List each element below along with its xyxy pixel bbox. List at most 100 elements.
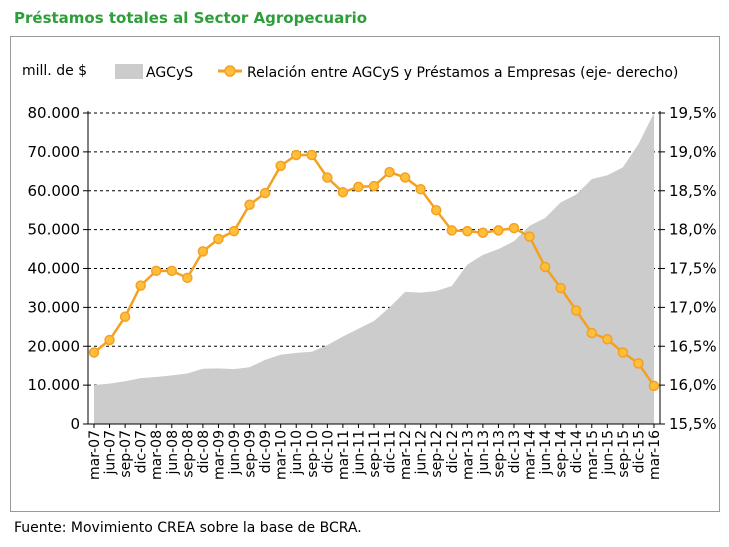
x-tick-label-sep-13: sep-13: [491, 430, 507, 478]
x-tick-label-jun-09: jun-09: [227, 430, 243, 476]
ratio-point-sep-07: [119, 311, 131, 322]
x-tick-label-jun-14: jun-14: [538, 430, 554, 476]
ratio-point-dic-08: [197, 246, 209, 257]
x-tick-label-mar-09: mar-09: [211, 430, 227, 480]
x-tick-label-mar-10: mar-10: [274, 430, 290, 480]
right-tick-label-5: 18,0%: [669, 221, 717, 239]
x-tick-label-dic-09: dic-09: [258, 430, 274, 473]
legend-swatch-agcys: [115, 64, 143, 79]
x-tick-label-dic-13: dic-13: [507, 430, 523, 473]
right-tick-label-3: 17,0%: [669, 298, 717, 316]
ratio-point-jun-10: [290, 149, 302, 161]
x-tick-label-mar-14: mar-14: [523, 430, 539, 480]
ratio-point-sep-11: [368, 180, 380, 192]
x-tick-label-jun-12: jun-12: [414, 430, 430, 476]
left-tick-label-0: 0: [70, 415, 80, 433]
x-tick-label-sep-09: sep-09: [243, 430, 259, 478]
x-tick-label-dic-15: dic-15: [631, 430, 647, 473]
ratio-point-mar-13: [462, 225, 473, 237]
ratio-point-dic-15: [633, 358, 644, 369]
x-axis-ticks: mar-07 jun-07 sep-07 dic-07 mar-08 jun-08 sep-…: [87, 424, 663, 480]
y-axis-label: mill. de $: [22, 63, 87, 79]
ratio-point-dic-12: [446, 225, 458, 236]
ratio-point-jun-07: [104, 334, 115, 346]
x-tick-label-mar-07: mar-07: [87, 430, 103, 480]
chart-frame: [10, 36, 720, 512]
x-tick-label-dic-11: dic-11: [383, 430, 399, 473]
x-tick-label-jun-11: jun-11: [351, 430, 367, 476]
left-axis-ticks: 0 10.000 20.000 30.000 40.000 50.000 60.000 70.…: [28, 104, 88, 433]
source-note: Fuente: Movimiento CREA sobre la base de…: [14, 520, 362, 536]
right-tick-label-7: 19,0%: [669, 143, 717, 161]
legend-label-ratio: Relación entre AGCyS y Préstamos a Empre…: [247, 65, 678, 81]
left-tick-label-8: 80.000: [28, 104, 81, 122]
ratio-point-mar-11: [337, 187, 349, 198]
left-tick-label-2: 20.000: [28, 337, 81, 355]
left-tick-label-4: 40.000: [28, 260, 81, 278]
x-tick-label-dic-14: dic-14: [569, 430, 585, 473]
ratio-point-jun-12: [415, 183, 426, 195]
right-tick-label-4: 17,5%: [669, 260, 717, 278]
ratio-point-dic-13: [508, 222, 520, 234]
x-tick-label-dic-10: dic-10: [320, 430, 336, 473]
x-tick-label-sep-14: sep-14: [554, 430, 570, 478]
ratio-point-sep-12: [430, 204, 442, 216]
x-tick-label-dic-08: dic-08: [196, 430, 212, 473]
ratio-point-dic-11: [384, 166, 395, 178]
x-tick-label-jun-08: jun-08: [165, 430, 181, 476]
ratio-point-sep-13: [493, 225, 504, 236]
left-tick-label-7: 70.000: [28, 143, 81, 161]
ratio-point-sep-08: [182, 272, 193, 284]
ratio-point-mar-10: [275, 160, 286, 172]
ratio-point-jun-13: [477, 227, 489, 238]
x-tick-label-jun-07: jun-07: [103, 430, 119, 476]
ratio-point-mar-16: [648, 380, 660, 392]
ratio-point-sep-10: [306, 149, 318, 161]
agcys-area-layer: [94, 113, 654, 424]
ratio-point-mar-14: [524, 231, 535, 242]
ratio-point-dic-10: [322, 172, 333, 183]
right-tick-label-8: 19,5%: [669, 104, 717, 122]
x-tick-label-mar-08: mar-08: [149, 430, 165, 480]
legend: mill. de $ AGCyS Relación entre AGCyS y …: [22, 63, 678, 81]
x-tick-label-mar-13: mar-13: [460, 430, 476, 480]
right-tick-label-0: 15,5%: [669, 415, 717, 433]
x-tick-label-dic-12: dic-12: [445, 430, 461, 473]
x-tick-label-jun-15: jun-15: [600, 430, 616, 476]
ratio-point-sep-09: [244, 199, 255, 210]
ratio-point-dic-09: [259, 187, 271, 199]
ratio-point-jun-15: [602, 334, 613, 345]
chart-title: Préstamos totales al Sector Agropecuario: [14, 9, 368, 27]
ratio-line-layer: [88, 149, 660, 392]
legend-swatch-ratio-marker: [224, 65, 236, 77]
ratio-point-mar-12: [399, 172, 411, 183]
right-axis-ticks: 15,5% 16,0% 16,5% 17,0% 17,5% 18,0% 18,5% 19,0%…: [660, 104, 717, 433]
x-tick-label-sep-11: sep-11: [367, 430, 383, 478]
ratio-point-mar-08: [150, 265, 162, 277]
x-tick-label-mar-11: mar-11: [336, 430, 352, 480]
ratio-point-mar-15: [586, 327, 598, 339]
ratio-point-jun-14: [539, 261, 551, 273]
x-tick-label-jun-13: jun-13: [476, 430, 492, 476]
x-tick-label-sep-07: sep-07: [118, 430, 134, 478]
ratio-point-sep-15: [617, 347, 629, 358]
ratio-point-jun-08: [166, 265, 178, 277]
legend-label-agcys: AGCyS: [146, 65, 193, 81]
left-tick-label-5: 50.000: [28, 221, 81, 239]
left-tick-label-6: 60.000: [28, 182, 81, 200]
right-tick-label-1: 16,0%: [669, 376, 717, 394]
ratio-point-jun-09: [228, 225, 240, 237]
ratio-point-dic-14: [570, 305, 582, 316]
ratio-point-mar-07: [88, 347, 100, 358]
ratio-point-mar-09: [213, 233, 224, 245]
x-tick-label-sep-10: sep-10: [305, 430, 321, 478]
ratio-point-sep-14: [555, 282, 566, 294]
x-tick-label-mar-16: mar-16: [647, 430, 663, 480]
x-tick-label-sep-15: sep-15: [616, 430, 632, 478]
left-tick-label-1: 10.000: [28, 376, 81, 394]
ratio-point-jun-11: [353, 181, 364, 193]
right-tick-label-6: 18,5%: [669, 182, 717, 200]
x-tick-label-sep-08: sep-08: [180, 430, 196, 478]
agcys-area: [94, 113, 654, 424]
